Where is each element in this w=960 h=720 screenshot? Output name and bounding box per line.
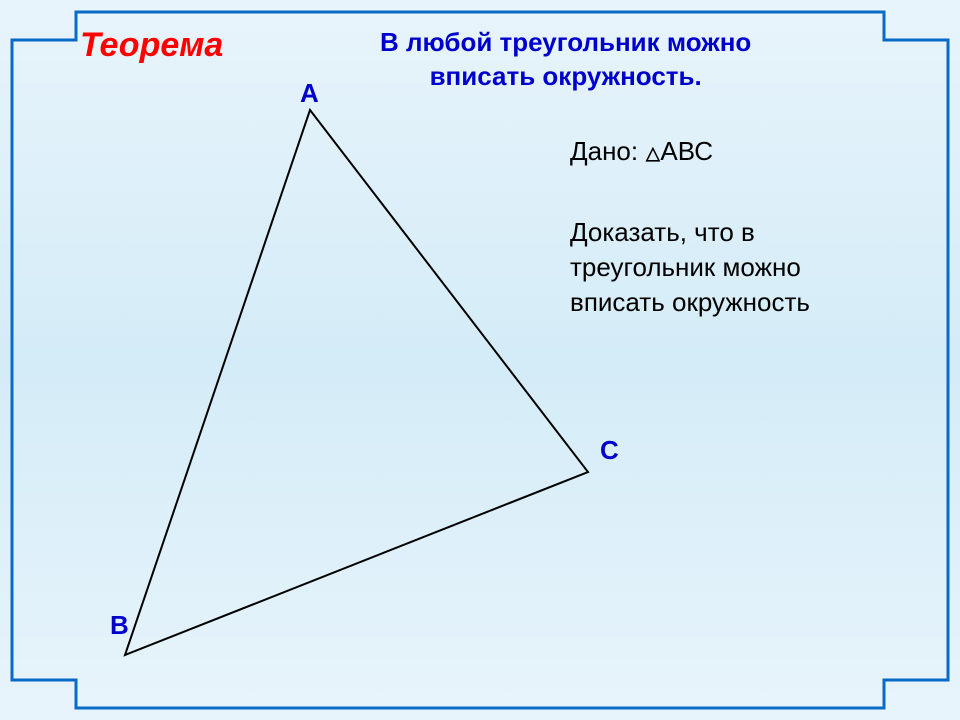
- vertex-label-c: С: [600, 435, 619, 466]
- vertex-label-b: В: [110, 610, 129, 641]
- vertex-label-a: А: [300, 78, 319, 109]
- triangle-diagram: [0, 0, 960, 720]
